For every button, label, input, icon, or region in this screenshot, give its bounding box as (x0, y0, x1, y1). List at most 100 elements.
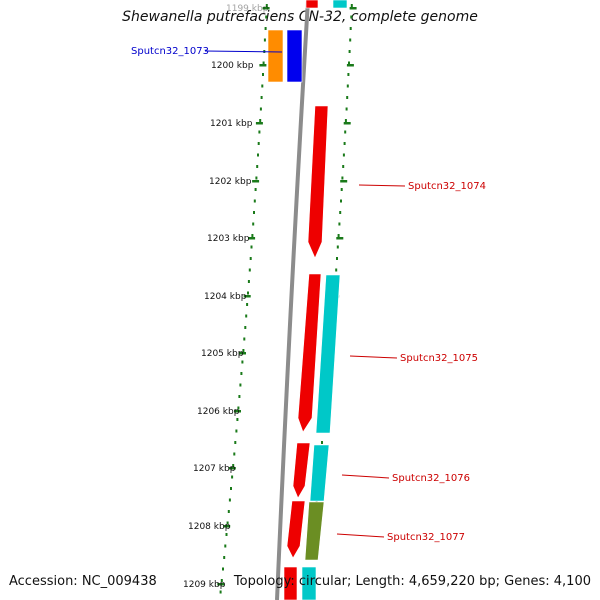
scale-major-tick (239, 352, 246, 355)
scale-dot (251, 234, 254, 237)
gene-feature-reverse-top[interactable] (332, 0, 348, 9)
scale-dot (230, 487, 232, 490)
scale-dot (260, 96, 263, 99)
scale-dot (249, 257, 252, 260)
scale-dot (257, 153, 259, 157)
scale-dot (258, 130, 261, 134)
kbp-label: 1201 kbp (210, 119, 253, 129)
scale-dot (237, 406, 240, 410)
scale-dot (226, 521, 229, 525)
scale-major-tick (343, 122, 351, 125)
gene-feature-1073[interactable] (286, 29, 303, 83)
scale-dot (242, 349, 245, 352)
genome-summary: Topology: circular; Length: 4,659,220 bp… (233, 574, 591, 589)
scale-dot (338, 222, 341, 226)
scale-dot (255, 176, 258, 180)
scale-dot (232, 464, 235, 467)
scale-major-tick (336, 237, 344, 240)
scale-dot (220, 579, 223, 582)
scale-dot (341, 176, 344, 180)
scale-dot (344, 119, 347, 122)
scale-major-tick (252, 180, 260, 183)
scale-dot (261, 84, 264, 88)
gene-feature-1076[interactable] (309, 444, 330, 502)
scale-dot (262, 73, 264, 76)
scale-dot (264, 27, 267, 30)
kbp-label: 1209 kbp (183, 580, 226, 590)
scale-dot (222, 567, 224, 571)
scale-dot (342, 165, 345, 168)
scale-dot (346, 84, 349, 88)
scale-dot (350, 4, 353, 7)
scale-major-tick (228, 467, 236, 470)
scale-dot (247, 280, 250, 283)
scale-dot (224, 544, 227, 548)
scale-dot (253, 211, 255, 214)
kbp-label: 1205 kbp (201, 349, 244, 359)
scale-dot (335, 268, 338, 272)
scale-dot (227, 510, 230, 513)
gene-leader-lines (204, 50, 406, 538)
gene-label-1073[interactable]: Sputcn32_1073 (131, 46, 209, 57)
gene-feature-forward-1207[interactable] (292, 442, 311, 499)
scale-dot (252, 222, 255, 226)
gene-label-1074[interactable]: Sputcn32_1074 (408, 181, 486, 192)
gene-label-1075[interactable]: Sputcn32_1075 (400, 353, 478, 364)
backbone-group (275, 0, 310, 600)
gene-feature-1075[interactable] (315, 274, 341, 434)
kbp-label: 1202 kbp (209, 177, 252, 187)
gene-features (267, 0, 348, 600)
scale-dot (265, 15, 268, 19)
scale-dot (343, 142, 346, 145)
gene-feature-orange[interactable] (267, 29, 284, 83)
scale-dot (250, 245, 253, 249)
scale-dot (344, 130, 347, 134)
scale-dot (340, 199, 342, 203)
scale-dot (336, 245, 339, 249)
scale-dot (248, 268, 251, 272)
scale-dot (253, 199, 256, 203)
kbp-label: 1204 kbp (204, 292, 247, 302)
scale-dot (259, 119, 262, 122)
scale-major-tick (217, 583, 225, 586)
gene-feature-1074[interactable] (307, 105, 329, 259)
gene-feature-reverse-bottom[interactable] (301, 566, 317, 600)
scale-dot (265, 4, 268, 7)
genome-backbone (275, 0, 310, 600)
scale-major-tick (255, 122, 263, 125)
scale-major-tick (248, 237, 256, 240)
scale-dot (219, 590, 222, 594)
scale-dot (336, 257, 338, 260)
scale-dot (339, 211, 342, 214)
kbp-label: 1199 kbp (226, 4, 269, 14)
map-title: Shewanella putrefaciens CN-32, complete … (122, 9, 478, 25)
gene-feature-forward-1208[interactable] (286, 500, 306, 559)
scale-dot (238, 395, 241, 398)
scale-dot (231, 475, 234, 479)
scale-major-tick (346, 64, 354, 67)
gene-labels: Sputcn32_1073 Sputcn32_1074 Sputcn32_107… (131, 46, 486, 543)
gene-label-1076[interactable]: Sputcn32_1076 (392, 473, 470, 484)
scale-major-tick (340, 180, 348, 183)
scale-dot (259, 107, 262, 111)
scale-dot (347, 73, 350, 76)
gene-feature-1077[interactable] (304, 501, 325, 561)
scale-dot (234, 441, 237, 444)
gene-feature-forward-top[interactable] (305, 0, 319, 9)
scale-dot (243, 337, 246, 341)
gene-label-1077[interactable]: Sputcn32_1077 (387, 532, 465, 543)
gene-feature-forward-bottom[interactable] (283, 566, 298, 600)
scale-major-tick (259, 64, 267, 67)
scale-dot (254, 188, 257, 191)
scale-major-tick (262, 7, 270, 10)
scale-dot (348, 50, 351, 53)
scale-dot (228, 498, 231, 502)
scale-dot (342, 153, 345, 157)
scale-dot (225, 533, 228, 536)
scale-major-tick (349, 7, 357, 10)
scale-dot (245, 314, 248, 318)
gene-feature-forward-1204[interactable] (297, 273, 322, 433)
scale-major-tick (234, 410, 241, 413)
scale-major-tick (243, 295, 251, 298)
scale-dot (349, 38, 352, 42)
